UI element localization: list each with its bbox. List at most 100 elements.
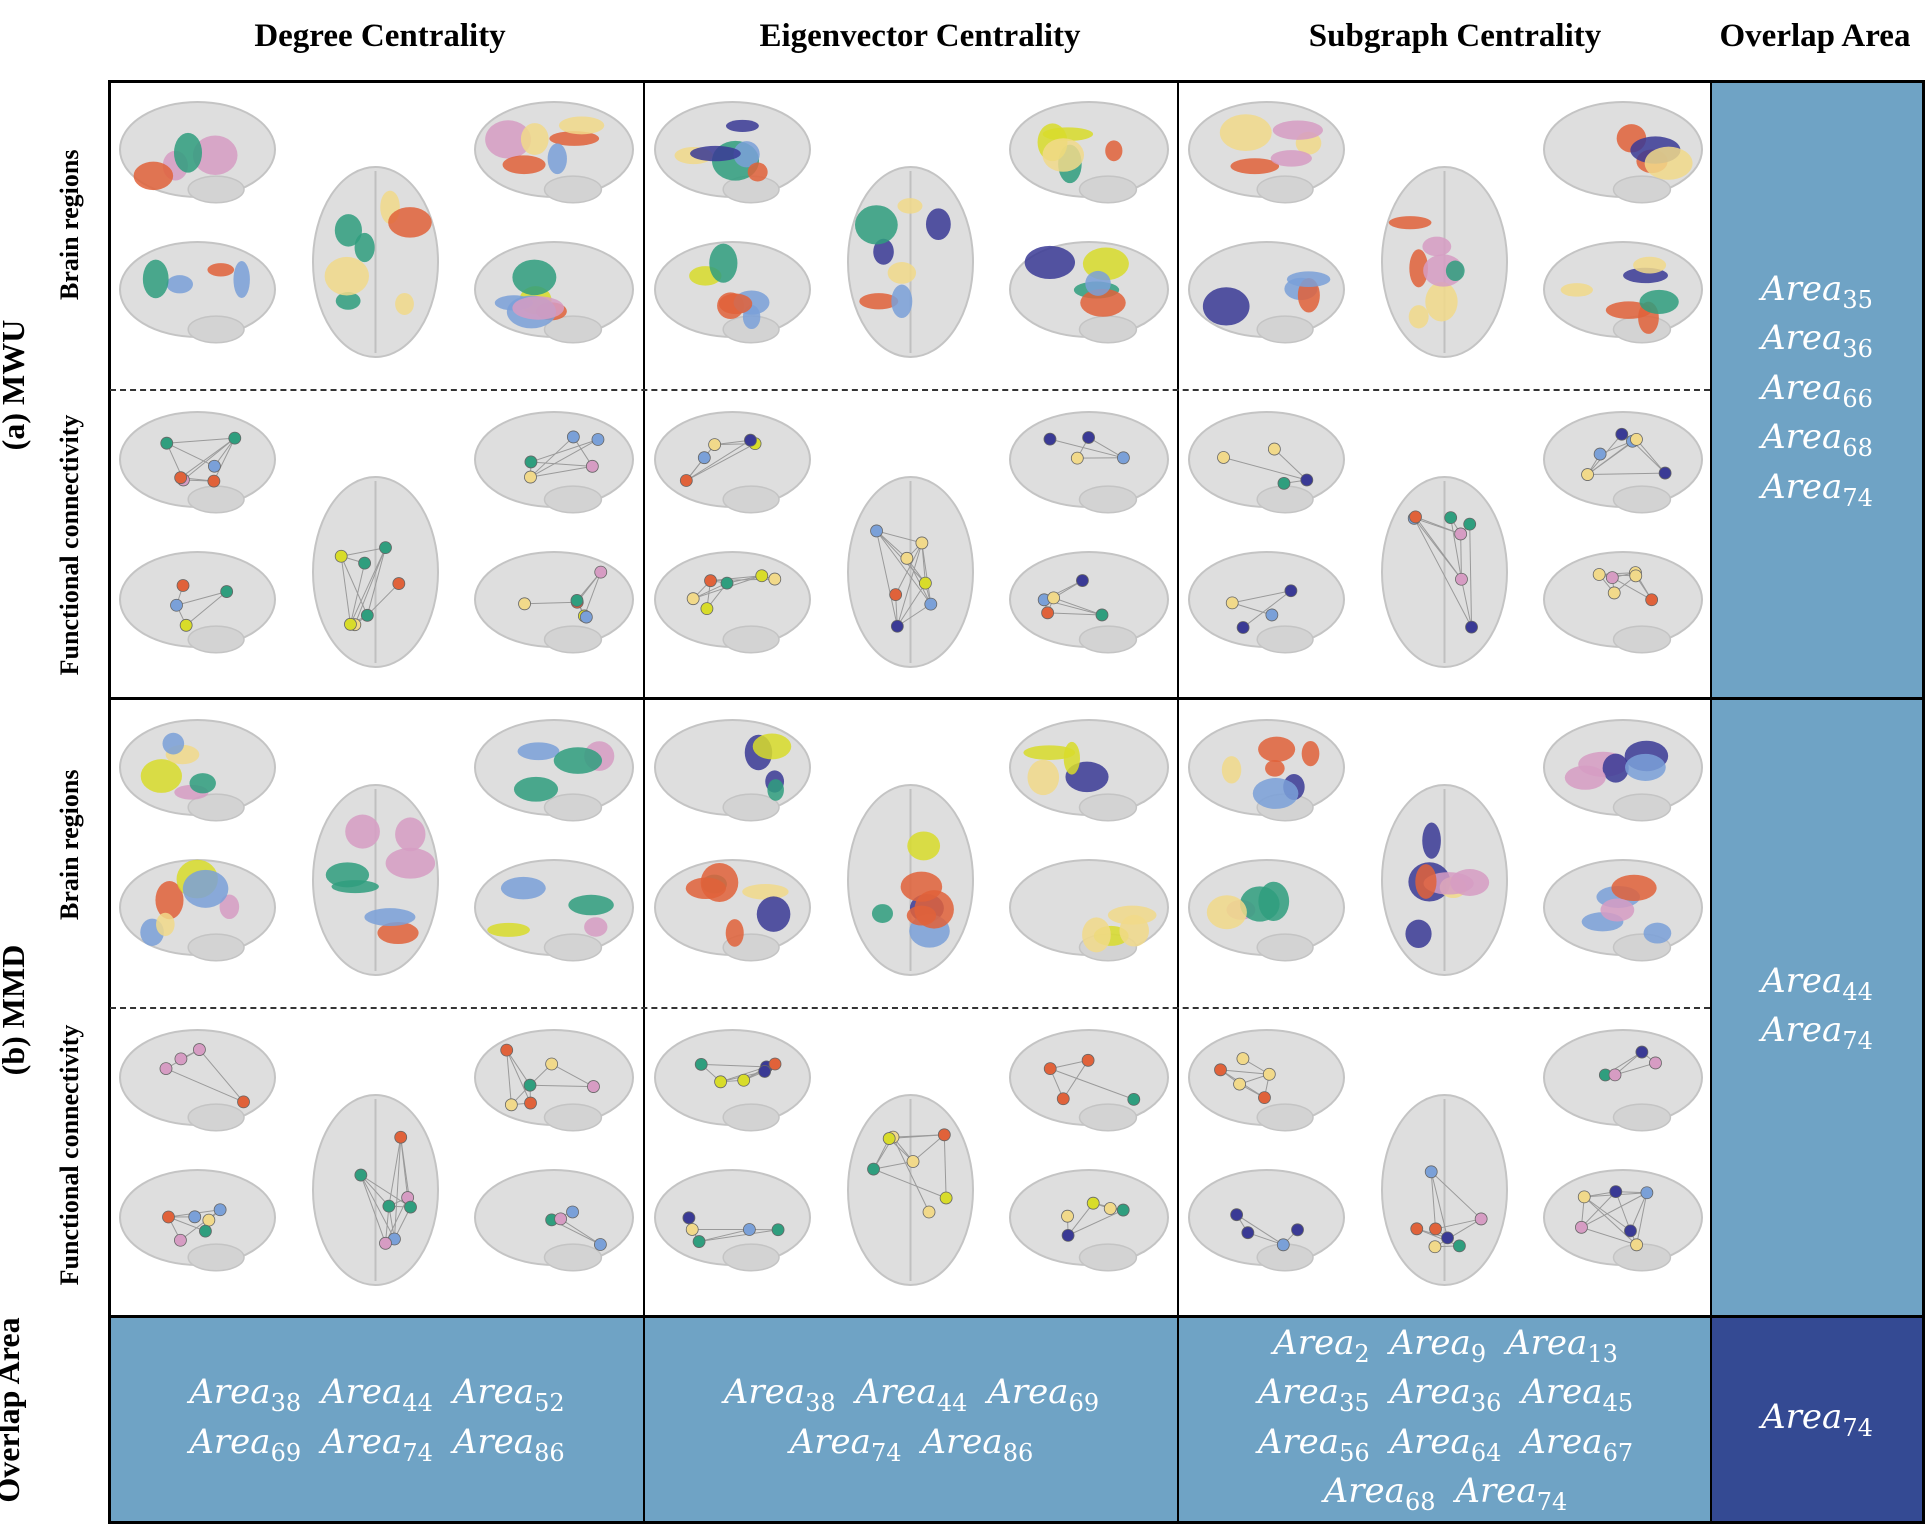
- brain-top-view: [1381, 1094, 1508, 1286]
- brain-top-view: [847, 476, 974, 668]
- overlap-area-label: Area52: [452, 1372, 565, 1417]
- brain-side-view: [1543, 411, 1703, 514]
- brain-side-view: [1543, 241, 1703, 344]
- sub-label-functional-a: Functional connectivity: [55, 414, 84, 676]
- overlap-line: Area44: [1751, 959, 1883, 1008]
- brain-side-view: [1009, 411, 1169, 514]
- dashed-separator-a: [110, 389, 1710, 391]
- brain-top-view: [847, 1094, 974, 1286]
- overlap-area-label: Area35: [1257, 1372, 1370, 1417]
- overlap-area-index: 44: [1842, 977, 1873, 1006]
- brain-top-view: [312, 166, 439, 358]
- brain-side-view: [654, 551, 811, 654]
- brain-side-view: [474, 719, 634, 822]
- brain-side-view: [1543, 1029, 1703, 1132]
- overlap-area-index: 74: [402, 1438, 433, 1467]
- brain-side-view: [474, 1169, 634, 1272]
- brain-side-view: [1543, 551, 1703, 654]
- brain-side-view: [1188, 101, 1345, 204]
- row-header-overlap: Overlap Area: [0, 1317, 26, 1503]
- overlap-area-index: 74: [1842, 483, 1873, 512]
- overlap-area-index: 86: [1002, 1438, 1034, 1467]
- brain-side-view: [119, 101, 276, 204]
- brain-top-view: [312, 784, 439, 976]
- brain-side-view: [654, 241, 811, 344]
- overlap-line: Area56 Area64 Area67: [1248, 1420, 1643, 1469]
- overlap-area-index: 68: [1404, 1487, 1436, 1516]
- brain-top-view: [312, 1094, 439, 1286]
- overlap-line: Area38 Area44 Area52: [179, 1370, 574, 1419]
- overlap-area-index: 64: [1470, 1438, 1502, 1467]
- divider-row-1: [108, 697, 1925, 700]
- brain-side-view: [474, 859, 634, 962]
- overlap-eigenvector-cell: Area38 Area44 Area69 Area74 Area86: [645, 1317, 1178, 1522]
- overlap-area-index: 74: [870, 1438, 902, 1467]
- overlap-mmd-cell: Area44 Area74: [1712, 699, 1922, 1317]
- column-header-subgraph: Subgraph Centrality: [1308, 18, 1602, 54]
- brain-top-view: [847, 784, 974, 976]
- overlap-area-index: 69: [1068, 1388, 1100, 1417]
- brain-side-view: [119, 411, 276, 514]
- overlap-area-index: 67: [1602, 1438, 1634, 1467]
- overlap-area-label: Area86: [452, 1421, 565, 1467]
- overlap-area-label: Area69: [189, 1421, 302, 1467]
- brain-top-view: [1381, 784, 1508, 976]
- overlap-area-label: Area45: [1521, 1372, 1634, 1417]
- overlap-area-label: Area74: [1761, 466, 1873, 512]
- overlap-line: Area68: [1751, 415, 1883, 464]
- overlap-area-label: Area38: [723, 1372, 836, 1417]
- brain-side-view: [654, 1169, 811, 1272]
- brain-top-view: [312, 476, 439, 668]
- overlap-line: Area68 Area74: [1314, 1469, 1578, 1518]
- divider-row-2: [108, 1315, 1925, 1318]
- brain-side-view: [1009, 241, 1169, 344]
- brain-top-view: [1381, 476, 1508, 668]
- overlap-area-index: 35: [1842, 285, 1873, 314]
- column-header-overlap: Overlap Area: [1719, 18, 1911, 54]
- overlap-area-label: Area36: [1389, 1372, 1502, 1417]
- functional-connectivity-panel: [654, 411, 1169, 668]
- overlap-area-index: 2: [1354, 1339, 1370, 1368]
- brain-side-view: [1543, 859, 1703, 962]
- overlap-degree-cell: Area38 Area44 Area52 Area69 Area74 Area86: [110, 1317, 644, 1522]
- overlap-line: Area2 Area9 Area13: [1263, 1321, 1628, 1370]
- brain-side-view: [1009, 101, 1169, 204]
- brain-regions-panel: [119, 719, 634, 976]
- overlap-area-label: Area2: [1273, 1322, 1370, 1368]
- brain-side-view: [474, 1029, 634, 1132]
- functional-connectivity-panel: [119, 1029, 634, 1286]
- overlap-area-index: 69: [270, 1438, 302, 1467]
- overlap-area-index: 66: [1842, 384, 1873, 413]
- overlap-area-index: 74: [1536, 1487, 1568, 1516]
- overlap-mwu-cell: Area35 Area36 Area66 Area68 Area74: [1712, 82, 1922, 699]
- brain-side-view: [1543, 101, 1703, 204]
- brain-side-view: [654, 101, 811, 204]
- overlap-area-index: 56: [1339, 1438, 1370, 1467]
- brain-side-view: [119, 1169, 276, 1272]
- brain-side-view: [654, 719, 811, 822]
- overlap-area-label: Area74: [1455, 1470, 1568, 1516]
- brain-side-view: [1009, 1169, 1169, 1272]
- brain-top-view: [1381, 166, 1508, 358]
- overlap-area-label: Area74: [789, 1421, 902, 1467]
- brain-regions-panel: [654, 101, 1169, 358]
- overlap-line: Area35: [1751, 267, 1883, 316]
- overlap-total-cell: Area74: [1712, 1317, 1922, 1522]
- brain-side-view: [1543, 1169, 1703, 1272]
- brain-side-view: [119, 551, 276, 654]
- brain-side-view: [119, 859, 276, 962]
- overlap-area-index: 9: [1470, 1339, 1487, 1368]
- sub-label-brain-regions-a: Brain regions: [55, 149, 84, 300]
- brain-side-view: [654, 1029, 811, 1132]
- divider-col-2: [1177, 80, 1179, 1524]
- overlap-area-index: 35: [1339, 1388, 1370, 1417]
- brain-side-view: [1188, 1029, 1345, 1132]
- divider-col-1: [643, 80, 645, 1524]
- overlap-area-label: Area9: [1389, 1322, 1487, 1368]
- brain-side-view: [474, 411, 634, 514]
- brain-side-view: [1188, 859, 1345, 962]
- brain-top-view: [847, 166, 974, 358]
- brain-regions-panel: [119, 101, 634, 358]
- overlap-area-label: Area64: [1389, 1421, 1502, 1467]
- dashed-separator-b: [110, 1007, 1710, 1009]
